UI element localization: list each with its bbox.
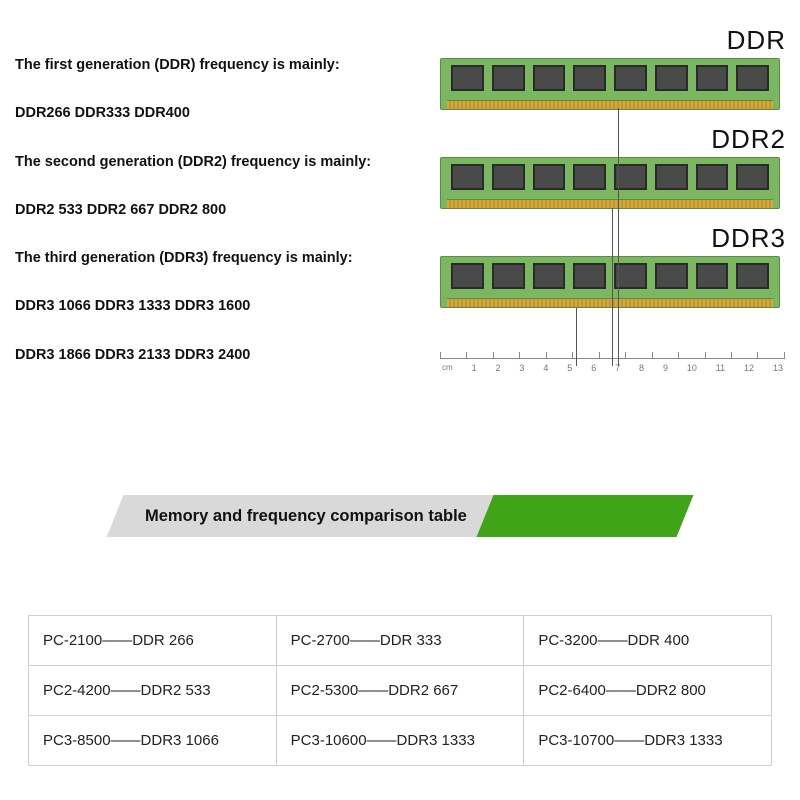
ram-label-ddr3: DDR3 — [440, 223, 790, 254]
notch-line-ddr3 — [576, 308, 577, 366]
ram-chips — [451, 65, 769, 91]
table-row: PC-2100——DDR 266PC-2700——DDR 333PC-3200—… — [29, 616, 772, 666]
generation-text-column: The first generation (DDR) frequency is … — [15, 55, 435, 393]
gen3-intro: The third generation (DDR3) frequency is… — [15, 248, 435, 268]
gen2-freq: DDR2 533 DDR2 667 DDR2 800 — [15, 200, 435, 220]
table-row: PC3-8500——DDR3 1066PC3-10600——DDR3 1333P… — [29, 716, 772, 766]
table-cell: PC2-6400——DDR2 800 — [524, 666, 772, 716]
gen1-freq: DDR266 DDR333 DDR400 — [15, 103, 435, 123]
comparison-table: PC-2100——DDR 266PC-2700——DDR 333PC-3200—… — [28, 615, 772, 766]
table-cell: PC3-10700——DDR3 1333 — [524, 716, 772, 766]
table-cell: PC2-4200——DDR2 533 — [29, 666, 277, 716]
table-cell: PC-2100——DDR 266 — [29, 616, 277, 666]
table-cell: PC3-10600——DDR3 1333 — [276, 716, 524, 766]
ram-block-ddr3: DDR3 — [440, 223, 790, 308]
gen1-intro: The first generation (DDR) frequency is … — [15, 55, 435, 75]
table-cell: PC-2700——DDR 333 — [276, 616, 524, 666]
ram-stick-ddr3 — [440, 256, 780, 308]
ram-chips — [451, 263, 769, 289]
table-cell: PC3-8500——DDR3 1066 — [29, 716, 277, 766]
ram-illustration-column: DDR DDR2 DDR3 — [440, 25, 790, 322]
top-section: The first generation (DDR) frequency is … — [0, 0, 800, 420]
gen2-intro: The second generation (DDR2) frequency i… — [15, 152, 435, 172]
ram-stick-ddr — [440, 58, 780, 110]
notch-line-ddr — [618, 108, 619, 366]
section-banner: Memory and frequency comparison table — [115, 495, 695, 537]
table-row: PC2-4200——DDR2 533PC2-5300——DDR2 667PC2-… — [29, 666, 772, 716]
ram-block-ddr2: DDR2 — [440, 124, 790, 209]
ram-stick-ddr2 — [440, 157, 780, 209]
table-cell: PC-3200——DDR 400 — [524, 616, 772, 666]
notch-line-ddr2 — [612, 208, 613, 366]
ram-block-ddr: DDR — [440, 25, 790, 110]
banner-title: Memory and frequency comparison table — [145, 495, 525, 537]
ram-label-ddr: DDR — [440, 25, 790, 56]
gen3-freq-a: DDR3 1066 DDR3 1333 DDR3 1600 — [15, 296, 435, 316]
gen3-freq-b: DDR3 1866 DDR3 2133 DDR3 2400 — [15, 345, 435, 365]
ram-chips — [451, 164, 769, 190]
ram-label-ddr2: DDR2 — [440, 124, 790, 155]
table-cell: PC2-5300——DDR2 667 — [276, 666, 524, 716]
